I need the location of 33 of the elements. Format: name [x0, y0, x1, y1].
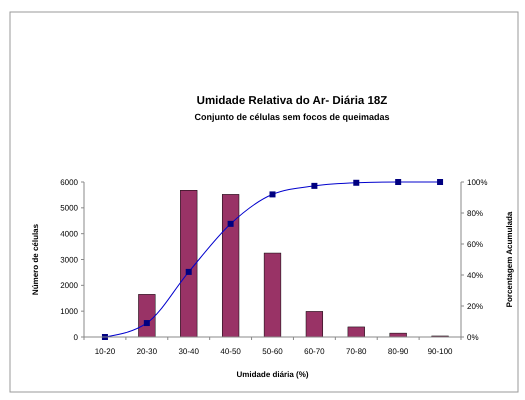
y2-tick-label: 0%	[467, 332, 479, 342]
y2-tick-label: 60%	[467, 240, 484, 249]
y-axis-title: Número de células	[31, 223, 40, 296]
x-tick-label: 80-90	[388, 347, 409, 356]
x-tick-label: 20-30	[136, 347, 158, 356]
x-tick-label: 70-80	[346, 347, 368, 356]
y-tick-label: 0	[74, 332, 79, 342]
bar	[222, 194, 240, 338]
y2-axis-title: Porcentagem Acumulada	[505, 211, 514, 308]
x-tick-label: 90-100	[428, 347, 454, 356]
bar	[306, 311, 324, 338]
x-tick-label: 60-70	[304, 347, 326, 356]
x-tick-label: 50-60	[262, 347, 284, 356]
y-tick-label: 5000	[60, 204, 79, 213]
bar	[180, 190, 198, 338]
x-axis-title: Umidade diária (%)	[236, 370, 309, 379]
bar	[264, 252, 282, 338]
y-tick-label: 4000	[60, 229, 79, 238]
bar	[348, 326, 365, 338]
x-tick-label: 10-20	[94, 347, 116, 356]
y-tick-label: 3000	[60, 255, 79, 264]
y2-tick-label: 100%	[467, 178, 488, 187]
y2-tick-label: 20%	[467, 302, 484, 311]
chart-title: Umidade Relativa do Ar- Diária 18Z	[196, 95, 388, 107]
chart-subtitle: Conjunto de células sem focos de queimadas	[194, 112, 390, 122]
bar	[138, 294, 156, 338]
x-tick-label: 30-40	[178, 347, 200, 356]
x-tick-label: 40-50	[220, 347, 242, 356]
y-tick-label: 6000	[60, 178, 79, 187]
y-tick-label: 2000	[60, 281, 79, 290]
y-tick-label: 1000	[60, 306, 79, 316]
y2-tick-label: 40%	[467, 270, 484, 280]
y2-tick-label: 80%	[467, 208, 484, 218]
